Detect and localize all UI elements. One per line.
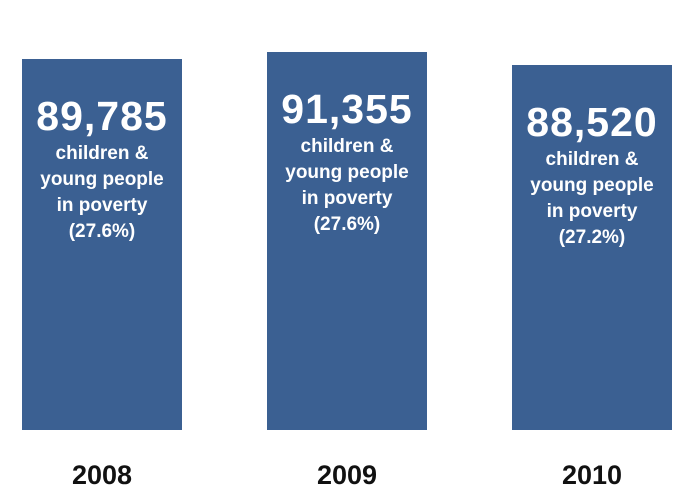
bar-value-label: 88,520 xyxy=(526,99,658,145)
bar-percent-label: (27.6%) xyxy=(313,214,381,235)
bar-percent-label: (27.6%) xyxy=(68,221,136,242)
bar-description-label: children & young people in poverty xyxy=(530,149,654,222)
bar-data-label: 89,785 children & young people in poverty… xyxy=(22,93,182,245)
bar-value-label: 91,355 xyxy=(281,86,413,132)
bar-2009: 91,355 children & young people in poverty… xyxy=(267,52,427,430)
bar-data-label: 91,355 children & young people in poverty… xyxy=(267,86,427,238)
bar-2008: 89,785 children & young people in poverty… xyxy=(22,59,182,430)
bar-description-label: children & young people in poverty xyxy=(285,136,409,209)
bar-value-label: 89,785 xyxy=(36,93,168,139)
category-label-2008: 2008 xyxy=(71,460,133,490)
bar-data-label: 88,520 children & young people in poverty… xyxy=(512,99,672,251)
bar-2010: 88,520 children & young people in poverty… xyxy=(512,65,672,430)
category-label-2010: 2010 xyxy=(561,460,623,490)
bar-percent-label: (27.2%) xyxy=(558,227,626,248)
category-label-2009: 2009 xyxy=(316,460,378,490)
bar-description-label: children & young people in poverty xyxy=(40,143,164,216)
